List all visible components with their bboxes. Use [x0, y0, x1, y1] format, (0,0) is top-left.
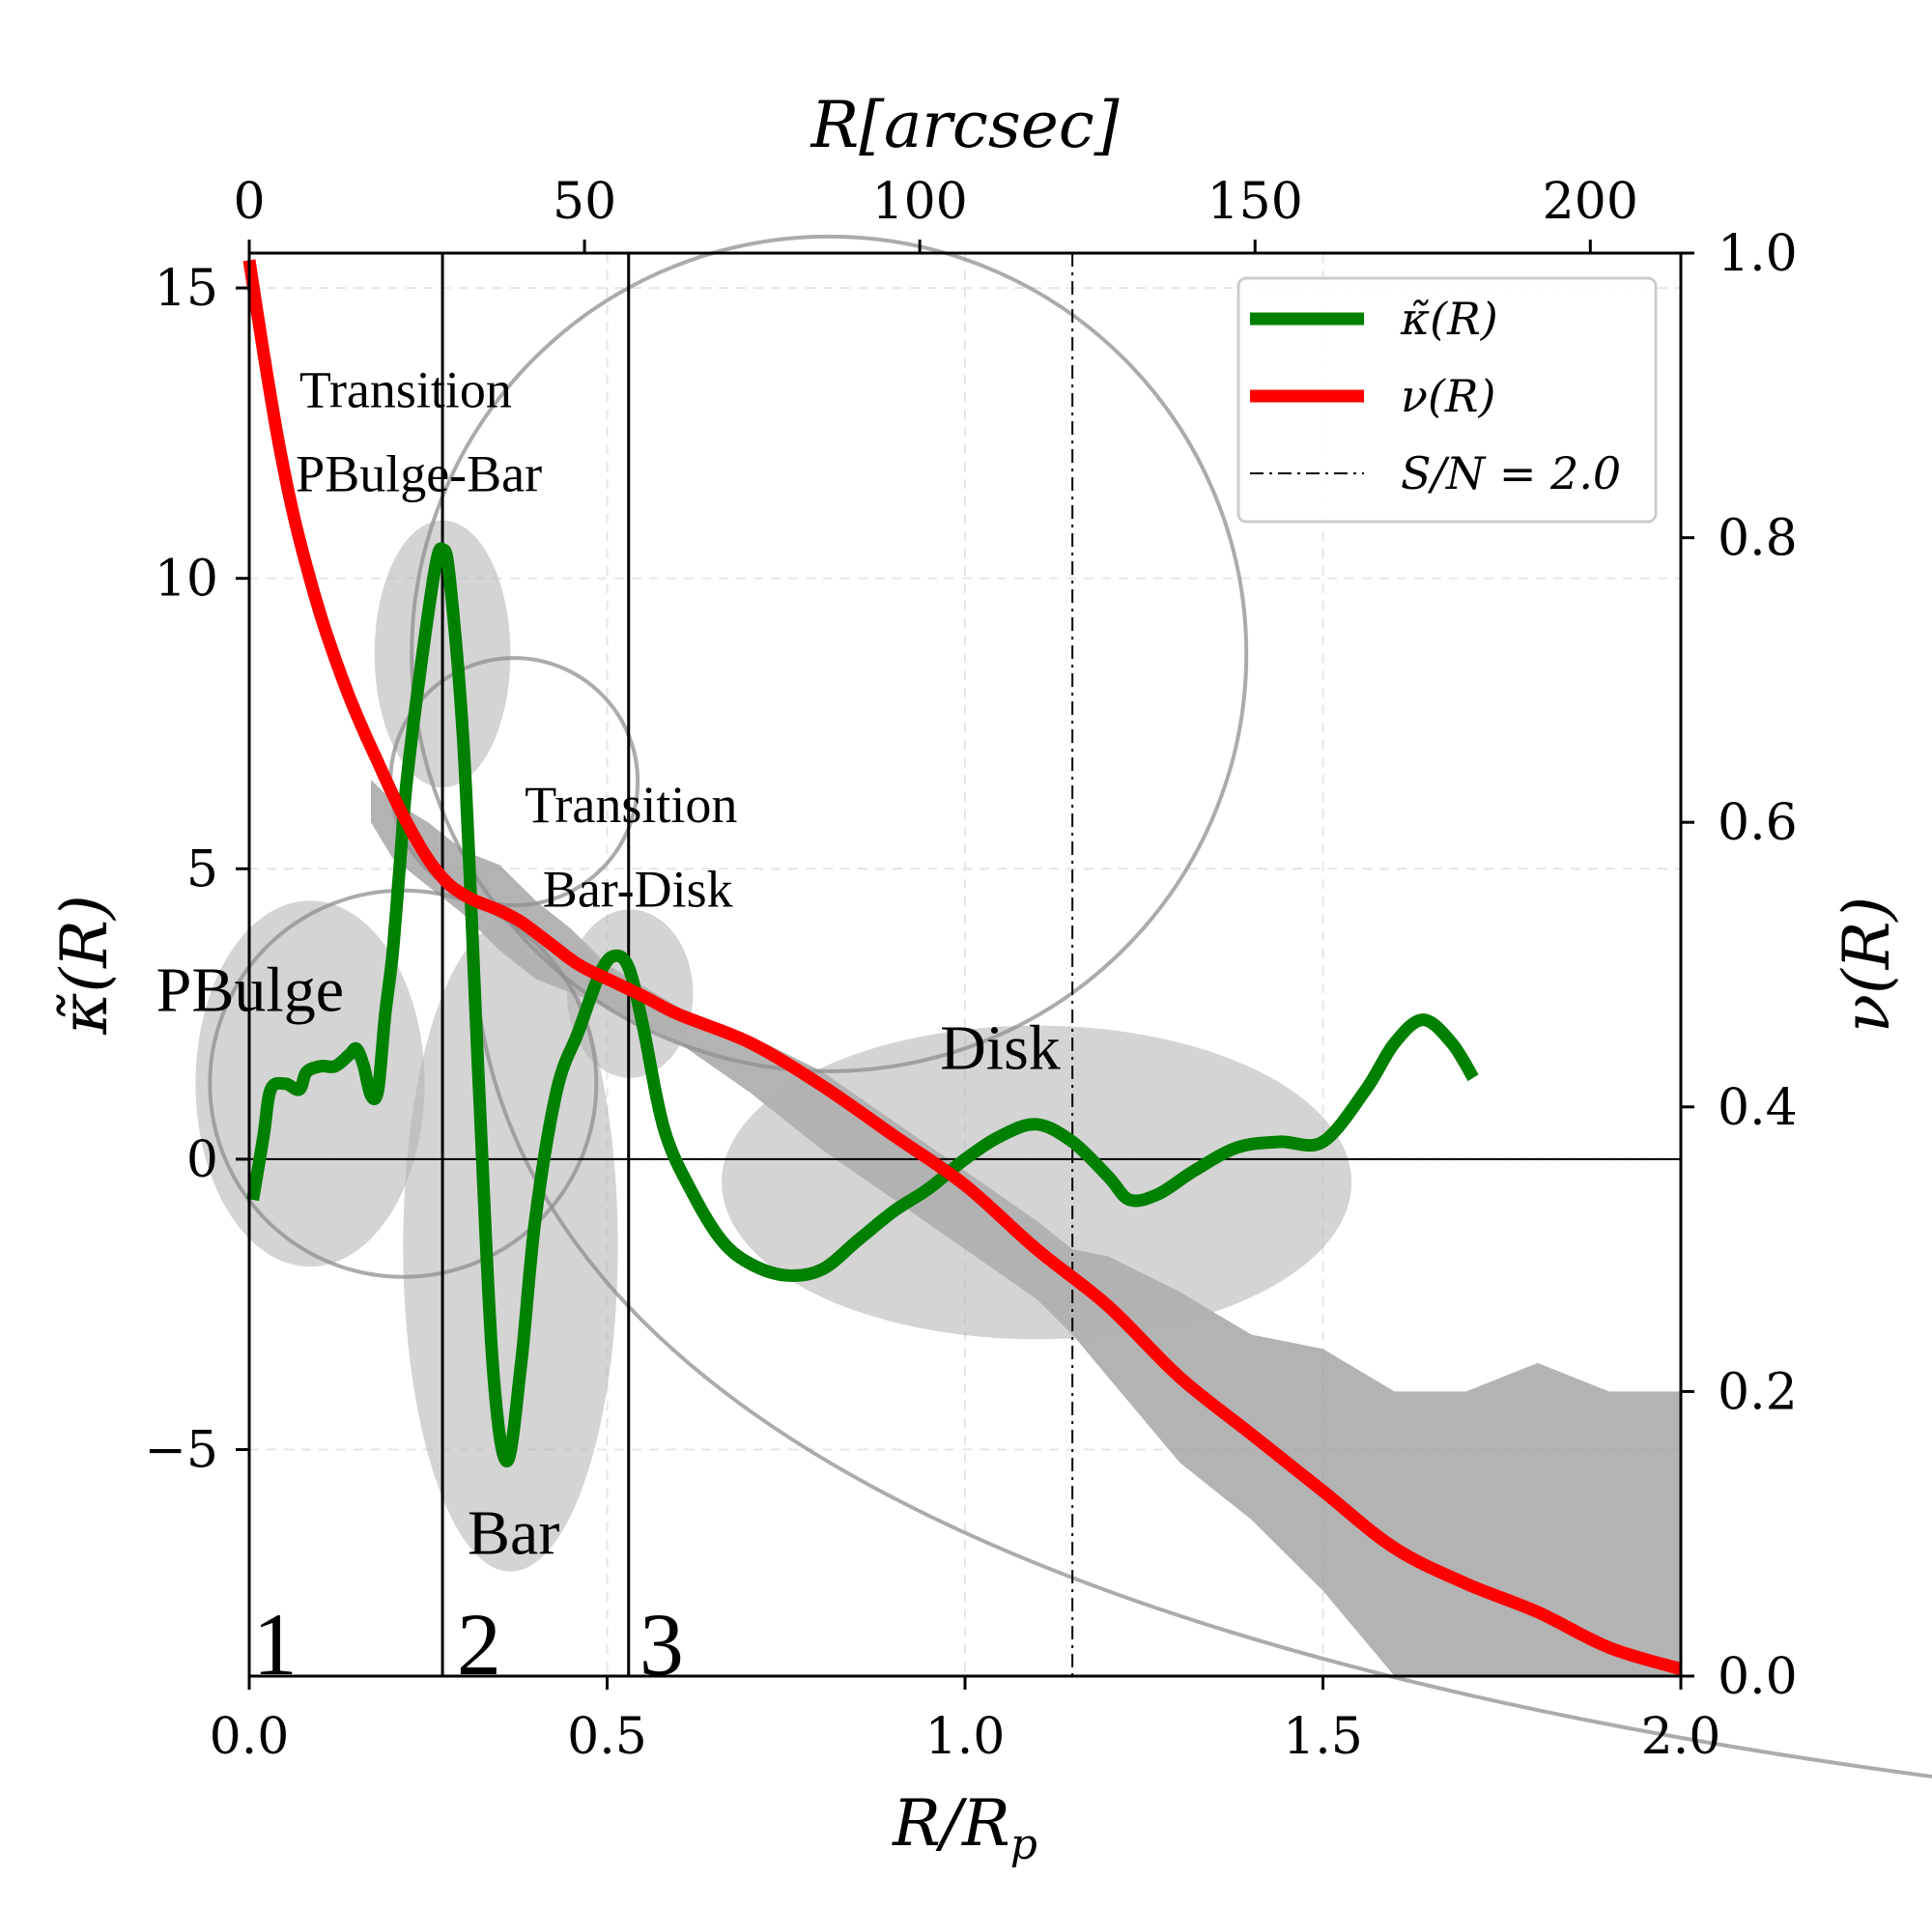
right-axis-label: ν(R) [1830, 897, 1904, 1033]
x-tick-label: 1.5 [1283, 1708, 1363, 1766]
legend-label: κ̃(R) [1400, 293, 1498, 345]
annotation-text: Bar [468, 1498, 559, 1569]
right-tick-label: 0.0 [1718, 1648, 1798, 1706]
region-number: 3 [639, 1595, 684, 1694]
left-axis-label: κ̃(R) [47, 895, 122, 1035]
x-tick-label: 2.0 [1641, 1708, 1721, 1766]
top-axis-label: R[arcsec] [810, 88, 1120, 162]
left-tick-label: 5 [186, 840, 218, 898]
right-tick-label: 0.6 [1718, 794, 1798, 852]
legend-label: ν(R) [1401, 370, 1496, 422]
x-tick-label: 1.0 [925, 1708, 1006, 1766]
legend-box [1236, 276, 1658, 524]
annotation-text: Disk [940, 1013, 1061, 1084]
right-tick-label: 1.0 [1718, 225, 1798, 283]
annotation-text: Transition [299, 360, 512, 418]
right-tick-label: 0.4 [1718, 1079, 1798, 1137]
top-tick-label: 0 [233, 173, 265, 231]
left-tick-label: 15 [155, 260, 218, 318]
annotation-text: PBulge-Bar [296, 445, 542, 503]
ticks: 0.0 0.5 1.0 1.5 2.00 50 100 150 200151050−51.00.… [144, 173, 1797, 1766]
left-tick-label: −5 [144, 1422, 218, 1480]
annotations: Transition PBulge-Bar Transition Bar-Disk PB… [156, 360, 1061, 1694]
region-number: 1 [253, 1595, 298, 1694]
right-tick-label: 0.2 [1718, 1363, 1798, 1421]
top-tick-label: 200 [1543, 173, 1638, 231]
series [242, 259, 1683, 1675]
x-axis-label-sub: p [1010, 1820, 1037, 1869]
legend: κ̃(R) ν(R) S/N = 2.0 [1236, 276, 1658, 524]
right-tick-label: 0.8 [1718, 510, 1798, 568]
guide-circle [410, 234, 1249, 1073]
legend-label: S/N = 2.0 [1401, 447, 1621, 499]
annotation-text: Bar-Disk [543, 860, 733, 918]
annotation-text: Transition [525, 776, 737, 834]
x-axis-label: R/Rp [892, 1786, 1037, 1869]
region-ellipse [722, 1025, 1352, 1340]
left-tick-label: 10 [155, 551, 218, 609]
top-tick-label: 50 [553, 173, 616, 231]
x-axis-label-main: R/R [892, 1786, 1010, 1861]
nu-series-line [242, 259, 1683, 1675]
region-number: 2 [457, 1595, 501, 1694]
left-tick-label: 0 [186, 1131, 218, 1189]
annotation-text: PBulge [156, 955, 344, 1026]
x-tick-label: 0.0 [210, 1708, 290, 1766]
x-tick-label: 0.5 [567, 1708, 647, 1766]
guide-arc [470, 886, 1932, 1779]
top-tick-label: 100 [872, 173, 968, 231]
top-tick-label: 150 [1208, 173, 1303, 231]
kappa-series-line [246, 542, 1479, 1467]
